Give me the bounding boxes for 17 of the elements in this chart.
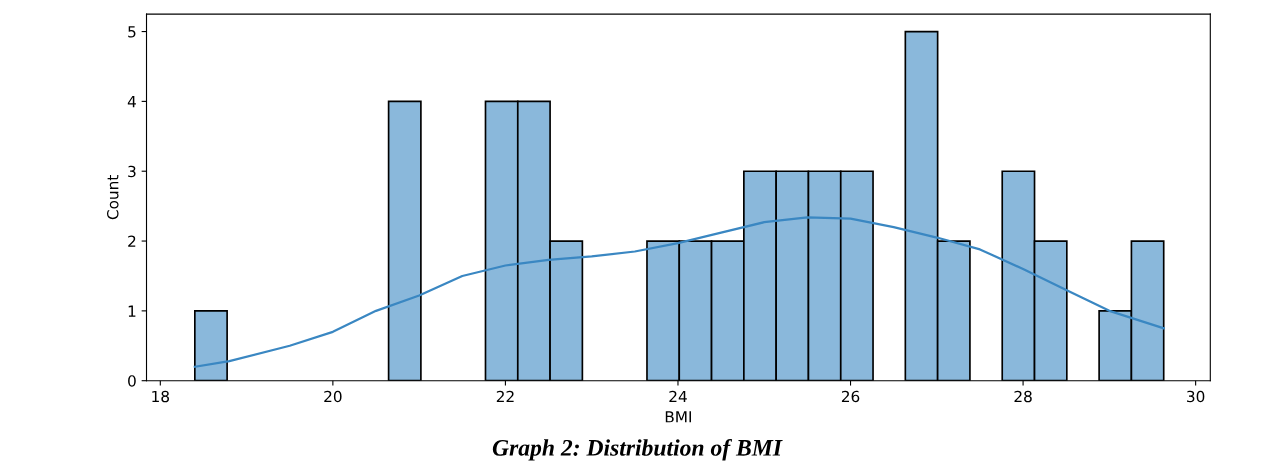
x-tick-label: 26 xyxy=(841,390,860,403)
y-tick-label: 3 xyxy=(128,165,136,178)
x-tick-label: 30 xyxy=(1187,390,1205,403)
y-tick-label: 4 xyxy=(127,96,136,108)
y-tick-label: 5 xyxy=(128,26,136,38)
y-axis-title: Count xyxy=(107,175,119,220)
x-tick-label: 18 xyxy=(152,390,169,403)
x-tick-label: 22 xyxy=(496,390,514,403)
x-tick-label: 20 xyxy=(324,390,342,403)
y-tick-label: 2 xyxy=(128,235,136,247)
y-tick-label: 0 xyxy=(128,375,136,387)
text: Graph 2: Distribution of BMI xyxy=(492,438,783,461)
x-tick-label: 28 xyxy=(1014,390,1032,403)
line-series xyxy=(193,216,1165,368)
y-tick-label: 1 xyxy=(128,305,136,317)
x-tick-label: 24 xyxy=(669,390,687,403)
x-axis-title: BMI xyxy=(665,411,691,423)
